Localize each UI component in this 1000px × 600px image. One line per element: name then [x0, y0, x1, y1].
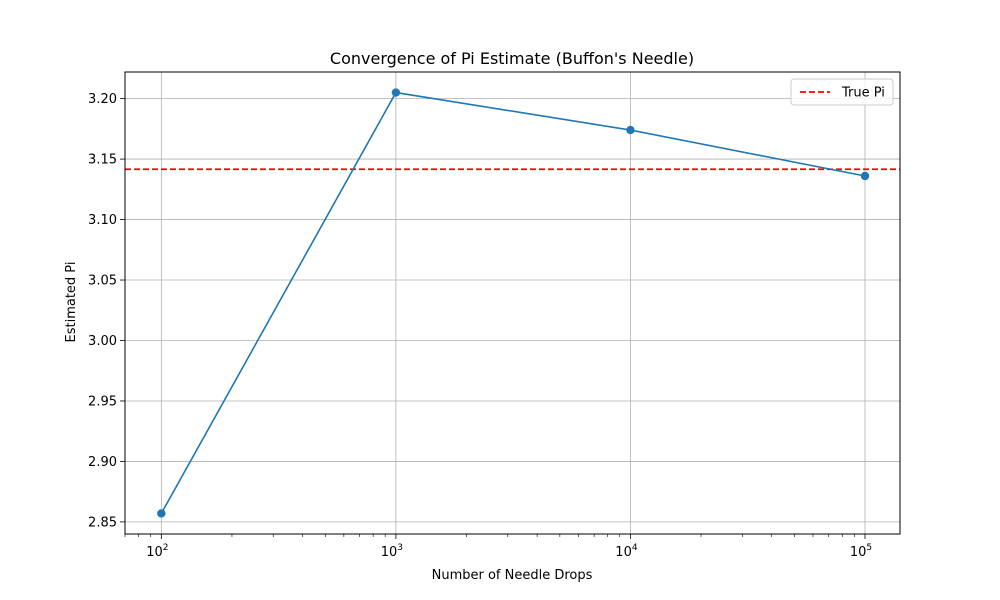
series-line	[160, 91, 866, 514]
chart-title: Convergence of Pi Estimate (Buffon's Nee…	[330, 49, 694, 68]
data-point	[860, 171, 870, 181]
x-tick-label: 104	[615, 543, 638, 560]
plot-frame	[124, 71, 901, 535]
legend-box	[790, 78, 894, 106]
y-tick-label: 3.10	[88, 213, 117, 228]
data-point	[391, 88, 401, 97]
y-tick-label: 2.85	[88, 515, 117, 530]
y-tick-label: 3.15	[88, 153, 117, 168]
y-tick-layer: 2.85 2.90 2.95 3.00 3.05 3.10 3.15 3.20	[88, 92, 125, 530]
y-axis-label: Estimated Pi	[64, 262, 79, 343]
x-tick-label: 105	[850, 543, 872, 560]
y-tick-label: 2.90	[88, 455, 117, 470]
data-point	[157, 509, 166, 518]
y-tick-label: 3.05	[88, 274, 117, 289]
x-tick-layer: 102 103 104 105	[146, 534, 872, 560]
x-axis-label: Number of Needle Drops	[432, 568, 593, 583]
legend: True Pi	[790, 78, 894, 106]
y-tick-label: 2.95	[88, 394, 117, 409]
minor-ticks-layer	[124, 534, 855, 537]
x-tick-label: 103	[381, 543, 403, 560]
y-tick-label: 3.00	[88, 334, 117, 349]
legend-label-true-pi: True Pi	[841, 86, 885, 101]
x-tick-label: 102	[146, 543, 168, 560]
grid-layer	[125, 72, 900, 534]
data-point	[626, 125, 635, 135]
series-layer	[157, 88, 870, 518]
y-tick-label: 3.20	[88, 92, 117, 107]
